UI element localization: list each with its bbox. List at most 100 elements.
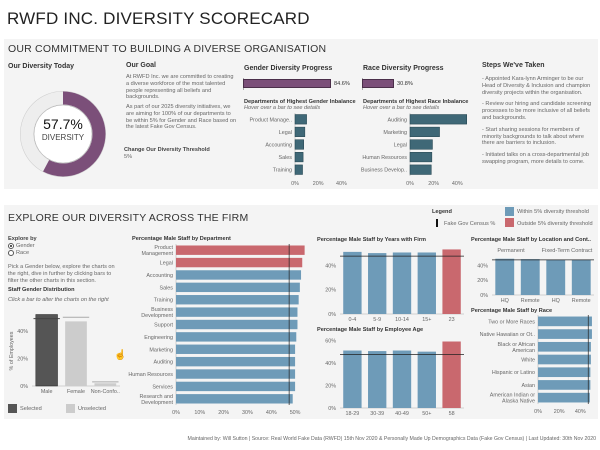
bar-gender-imbalance[interactable]	[294, 152, 304, 163]
category-label: Support	[154, 323, 173, 329]
bar-race[interactable]	[538, 354, 591, 365]
bar-race-imbalance[interactable]	[409, 139, 433, 150]
bar-years[interactable]	[343, 251, 362, 314]
gender-dist-hint: Click a bar to alter the charts on the r…	[8, 297, 109, 303]
legend-census: Fake Gov Census %	[444, 221, 496, 227]
bar-dept[interactable]	[176, 282, 300, 293]
location-chart[interactable]: 0% 20% 40% HQ Remote HQ Remote	[466, 255, 598, 305]
tick-label: 0%	[328, 406, 336, 412]
category-label: 15+	[422, 317, 431, 323]
category-label: Business Development	[141, 307, 173, 319]
category-label: Business Develop..	[361, 168, 407, 174]
location-chart-title: Percentage Male Staff by Location and Co…	[471, 237, 591, 243]
bar-location[interactable]	[571, 259, 591, 295]
tick-label: 60%	[325, 338, 336, 344]
diversity-today-title: Our Diversity Today	[8, 63, 75, 70]
race-progress-title: Race Diversity Progress	[363, 65, 444, 72]
bar-location[interactable]	[520, 259, 540, 295]
gender-imbalance-chart[interactable]: Product Manage.. Legal Accounting Sales Trai…	[240, 113, 358, 187]
step-item: - Review our hiring and candidate screen…	[482, 101, 592, 121]
bar-race[interactable]	[538, 316, 592, 327]
years-chart[interactable]: 0% 20% 40% 0-4 5-9 10-14 15+ 23	[312, 244, 468, 324]
legend-within: Within 5% diversity threshold	[517, 209, 589, 215]
bar-location[interactable]	[546, 259, 566, 295]
tick-label: 50%	[290, 410, 301, 416]
tick-label: 40%	[325, 263, 336, 269]
race-imbalance-chart[interactable]: Auditing Marketing Legal Human Resources Bus…	[360, 113, 480, 187]
bar-years[interactable]	[417, 252, 436, 314]
bar-gender-imbalance[interactable]	[294, 114, 307, 125]
bar-age[interactable]	[343, 350, 362, 408]
radio-label: Race	[16, 249, 30, 256]
dept-chart-title: Percentage Male Staff by Department	[132, 236, 231, 242]
bar-race-imbalance[interactable]	[409, 114, 467, 125]
bar-age[interactable]	[392, 350, 412, 408]
age-chart[interactable]: 0% 20% 40% 60% 18-29 30-39 40-49 50+ 58	[312, 334, 468, 418]
years-chart-title: Percentage Male Staff by Years with Firm	[317, 237, 427, 243]
race-chart-title: Percentage Male Staff by Race	[471, 308, 553, 314]
tick-label: 20%	[325, 288, 336, 294]
bar-gender-dist[interactable]	[65, 321, 87, 386]
donut-arc	[20, 91, 106, 177]
bar-location[interactable]	[495, 258, 515, 295]
radio-empty-icon	[8, 249, 14, 256]
bar-gender-dist[interactable]	[35, 314, 58, 387]
bar-years[interactable]	[368, 253, 387, 314]
category-label: 0-4	[349, 317, 357, 323]
bar-gender-imbalance[interactable]	[294, 139, 304, 150]
category-label: Legal	[160, 261, 173, 267]
bar-dept[interactable]	[176, 344, 296, 354]
bar-age[interactable]	[368, 351, 387, 408]
category-label: Asian	[522, 383, 536, 389]
bar-years[interactable]	[442, 249, 461, 314]
commitment-heading: OUR COMMITMENT TO BUILDING A DIVERSE ORG…	[8, 43, 327, 55]
bar-years[interactable]	[392, 252, 412, 314]
selected-label: Selected	[20, 406, 42, 412]
diversity-label: DIVERSITY	[41, 133, 85, 142]
bar-race-imbalance[interactable]	[409, 164, 432, 175]
category-label: Training	[154, 298, 173, 304]
tick-label: 0%	[20, 384, 28, 390]
bar-dept[interactable]	[176, 307, 298, 317]
unselected-swatch-icon	[66, 404, 75, 413]
category-label: Services	[152, 384, 173, 390]
bar-dept[interactable]	[176, 245, 305, 255]
group-fixed-term: Fixed-Term Contract	[541, 248, 593, 254]
threshold-control[interactable]: 5%	[124, 154, 133, 160]
category-label: 18-29	[346, 411, 360, 417]
bar-age[interactable]	[442, 341, 461, 408]
bar-race[interactable]	[538, 341, 591, 352]
category-label: Native Hawaiian or Ot..	[480, 332, 535, 338]
bar-dept[interactable]	[176, 369, 296, 379]
tick-label: 10%	[194, 410, 205, 416]
bar-age[interactable]	[417, 351, 436, 408]
tick-label: 20%	[428, 181, 439, 187]
radio-race[interactable]: Race	[8, 249, 35, 256]
bar-race[interactable]	[538, 367, 591, 378]
dept-chart[interactable]: Product Management Legal Accounting Sales Tra…	[128, 244, 312, 416]
category-label: Product Manage..	[249, 117, 292, 123]
bar-dept[interactable]	[176, 257, 303, 268]
tick-label: 40%	[336, 181, 347, 187]
bar-dept[interactable]	[176, 356, 296, 367]
bar-dept[interactable]	[176, 394, 293, 404]
bar-dept[interactable]	[176, 319, 298, 330]
bar-gender-imbalance[interactable]	[294, 164, 303, 175]
bar-dept[interactable]	[176, 332, 297, 342]
bar-dept[interactable]	[176, 270, 302, 280]
race-chart[interactable]: Two or More Races Native Hawaiian or Ot..…	[466, 315, 598, 415]
bar-dept[interactable]	[176, 295, 299, 305]
bar-gender-imbalance[interactable]	[294, 126, 306, 137]
bar-race[interactable]	[538, 392, 590, 403]
gender-dist-chart[interactable]: 0% 20% 40% Male Female Non-Confo.. % of Employ…	[4, 306, 124, 396]
bar-race[interactable]	[538, 380, 591, 390]
bar-race-imbalance[interactable]	[409, 126, 440, 137]
tick-label: 40%	[17, 329, 28, 335]
bar-race[interactable]	[538, 329, 592, 339]
bar-gender-dist[interactable]	[94, 383, 117, 386]
radio-gender[interactable]: Gender	[8, 242, 35, 249]
category-label: Two or More Races	[488, 319, 535, 325]
bar-dept[interactable]	[176, 381, 296, 392]
bar-race-imbalance[interactable]	[409, 152, 433, 163]
category-label: Human Resources	[362, 155, 407, 161]
